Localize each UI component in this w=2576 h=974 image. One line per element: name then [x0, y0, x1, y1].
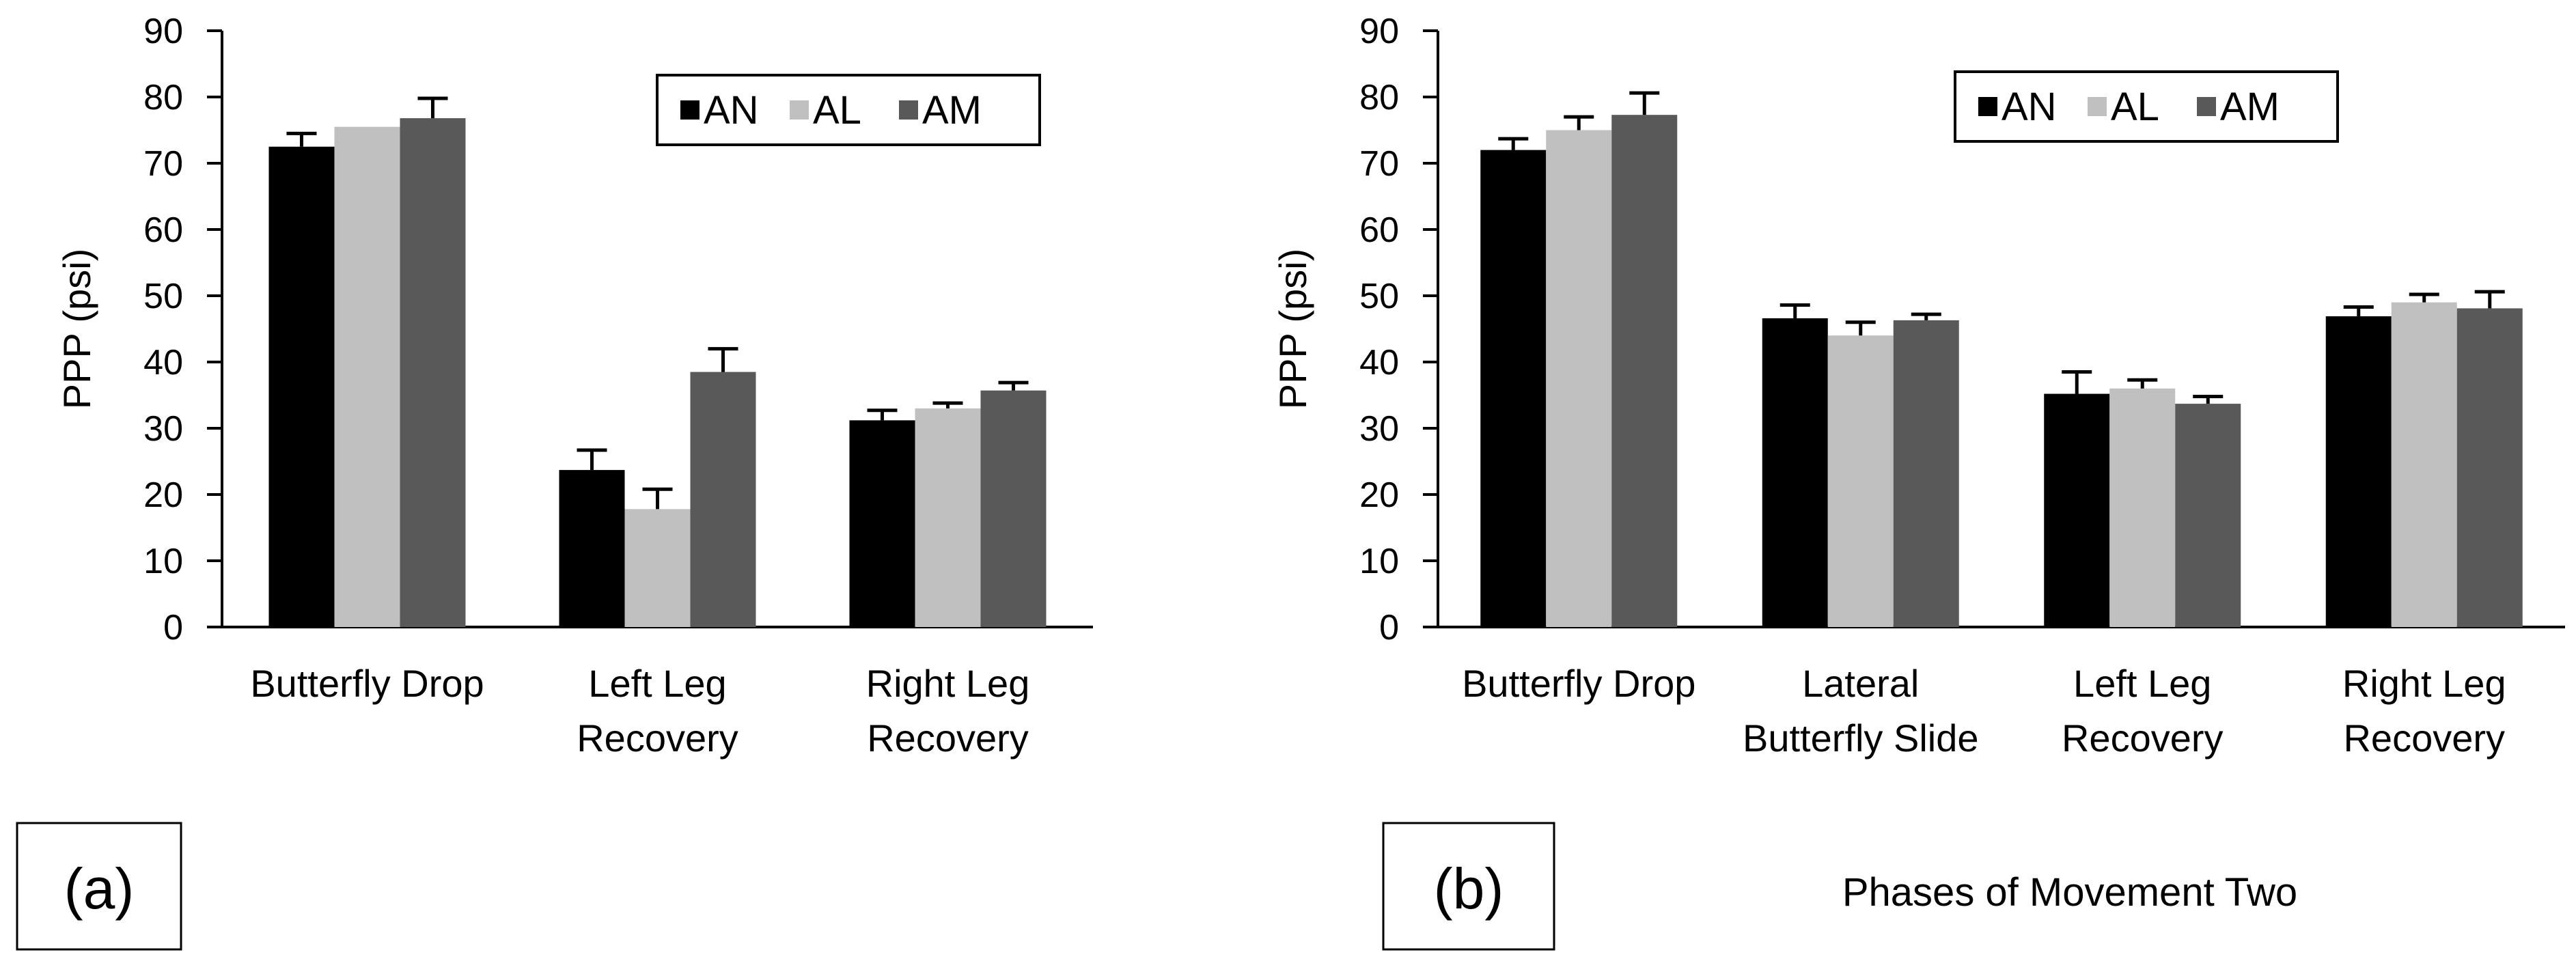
y-tick-label: 0: [1379, 608, 1399, 648]
y-tick-label: 10: [1359, 542, 1399, 581]
y-tick-label: 50: [143, 277, 183, 316]
y-tick-label: 30: [1359, 409, 1399, 449]
x-axis-caption-b: Phases of Movement Two: [1842, 870, 2297, 915]
legend: AN AL AM: [1954, 70, 2339, 143]
bar-am: [2175, 404, 2241, 627]
legend-label-am: AM: [2220, 85, 2280, 129]
category-label: Right Leg: [866, 662, 1030, 705]
y-tick-label: 60: [1359, 210, 1399, 250]
y-tick-label: 10: [143, 542, 183, 581]
legend-box: [656, 74, 1041, 146]
chart-a: 0 10 20 30 40 50 60 70 80 90 PPP (psi) Butterfly Dr…: [55, 12, 1093, 760]
legend-swatch-an: [1978, 97, 1997, 116]
y-tick-label: 30: [143, 409, 183, 449]
bar-am: [690, 372, 756, 627]
y-tick-label: 70: [1359, 144, 1399, 184]
category-label: Recovery: [2343, 716, 2505, 760]
bar-am: [2456, 308, 2523, 627]
bar-am: [1893, 320, 1959, 627]
bar-am: [400, 118, 466, 628]
y-tick-label: 40: [1359, 343, 1399, 382]
legend-box: [1954, 70, 2339, 143]
y-tick-label: 60: [143, 210, 183, 250]
category-label: Lateral: [1802, 662, 1919, 705]
legend: AN AL AM: [656, 74, 1041, 146]
legend-label-al: AL: [813, 88, 861, 133]
y-axis-label: PPP (psi): [1271, 249, 1314, 409]
y-tick-label: 90: [143, 12, 183, 51]
category-label: Butterfly Slide: [1743, 716, 1979, 760]
legend-swatch-am: [899, 100, 918, 120]
category-label: Right Leg: [2342, 662, 2506, 705]
bar-al: [1827, 335, 1894, 627]
chart-b: 0 10 20 30 40 50 60 70 80 90 PPP (psi) Butterfly Dr…: [1271, 12, 2565, 760]
category-label: Recovery: [867, 716, 1029, 760]
bar-an: [268, 146, 335, 627]
bar-an: [2044, 393, 2110, 627]
legend-label-al: AL: [2111, 85, 2159, 129]
bar-an: [559, 470, 625, 627]
bar-an: [849, 420, 915, 627]
bar-an: [1762, 318, 1828, 627]
y-tick-label: 20: [143, 475, 183, 515]
bar-al: [2391, 302, 2457, 627]
bar-al: [2109, 388, 2176, 627]
y-tick-label: 80: [143, 78, 183, 117]
category-label: Left Leg: [2073, 662, 2211, 705]
y-tick-label: 20: [1359, 475, 1399, 515]
y-tick-label: 0: [163, 608, 183, 648]
y-axis-label: PPP (psi): [55, 249, 98, 409]
y-tick-label: 70: [143, 144, 183, 184]
category-label: Recovery: [2062, 716, 2224, 760]
bar-al: [1546, 130, 1612, 627]
y-tick-label: 50: [1359, 277, 1399, 316]
bar-al: [334, 126, 400, 627]
panel-label-b: (b): [1434, 857, 1504, 921]
category-label: Left Leg: [588, 662, 726, 705]
bar-an: [1480, 150, 1547, 628]
panel-label-a: (a): [64, 857, 135, 921]
legend-label-am: AM: [922, 88, 982, 133]
category-label: Butterfly Drop: [250, 662, 484, 705]
y-tick-label: 90: [1359, 12, 1399, 51]
bar-al: [915, 408, 981, 627]
category-label: Butterfly Drop: [1462, 662, 1695, 705]
bar-al: [624, 509, 691, 627]
legend-label-an: AN: [2002, 85, 2057, 129]
legend-swatch-al: [790, 100, 809, 120]
legend-swatch-al: [2088, 97, 2107, 116]
legend-label-an: AN: [704, 88, 759, 133]
panel-label-a-box: (a): [16, 822, 182, 951]
category-label: Recovery: [577, 716, 738, 760]
y-tick-label: 40: [143, 343, 183, 382]
legend-swatch-an: [680, 100, 700, 120]
bar-an: [2325, 316, 2392, 627]
legend-swatch-am: [2197, 97, 2216, 116]
y-tick-label: 80: [1359, 78, 1399, 117]
bar-am: [980, 390, 1047, 627]
panel-label-b-box: (b): [1382, 822, 1555, 951]
bar-am: [1611, 115, 1678, 627]
